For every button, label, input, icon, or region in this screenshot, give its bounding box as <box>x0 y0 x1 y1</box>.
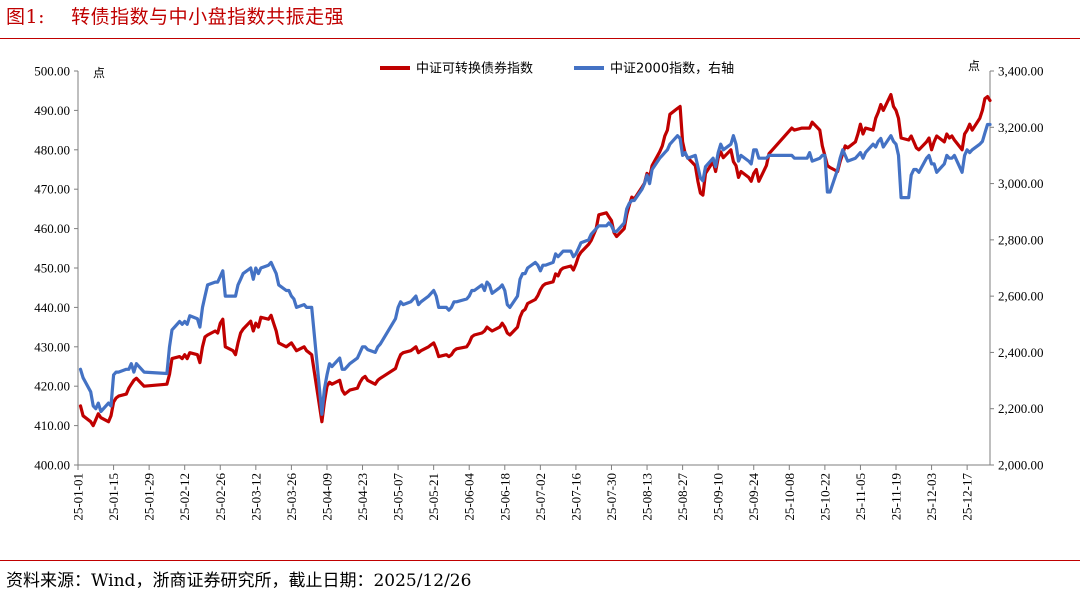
x-tick-label: 25-05-07 <box>391 473 406 521</box>
x-tick-label: 25-07-16 <box>568 473 583 521</box>
y-left-unit: 点 <box>93 66 105 80</box>
x-tick-label: 25-09-10 <box>711 473 726 521</box>
x-tick-label: 25-12-03 <box>924 473 939 521</box>
y-left-tick-label: 460.00 <box>34 221 70 236</box>
y-left-tick-label: 430.00 <box>34 339 70 354</box>
y-left-tick-label: 400.00 <box>34 458 70 473</box>
y-left-tick-label: 450.00 <box>34 261 70 276</box>
y-right-unit: 点 <box>968 59 980 73</box>
x-tick-label: 25-12-17 <box>960 473 975 521</box>
x-tick-label: 25-11-05 <box>853 473 868 520</box>
y-right-tick-label: 2,800.00 <box>998 232 1044 247</box>
y-left-tick-label: 410.00 <box>34 418 70 433</box>
x-tick-label: 25-09-24 <box>746 473 761 521</box>
chart-svg: 400.00 410.00 420.00 430.00 440.00 450.00 460.… <box>34 59 1044 521</box>
x-tick-label: 25-08-27 <box>675 473 690 521</box>
x-tick-label: 25-06-04 <box>462 473 477 521</box>
x-tick-label: 25-03-26 <box>284 473 299 521</box>
source-note: 资料来源：Wind，浙商证券研究所，截止日期：2025/12/26 <box>6 571 472 591</box>
y-left-tick-label: 420.00 <box>34 379 70 394</box>
y-left-tick-label: 490.00 <box>34 103 70 118</box>
y-left-tick-label: 440.00 <box>34 300 70 315</box>
y-right-tick-label: 2,200.00 <box>998 401 1044 416</box>
y-left-tick-label: 500.00 <box>34 64 70 79</box>
x-tick-label: 25-02-12 <box>177 473 192 521</box>
legend-label-convertible-bond: 中证可转换债券指数 <box>416 61 533 77</box>
series-line-convertible-bond-index <box>78 93 992 428</box>
x-tick-label: 25-05-21 <box>426 473 441 521</box>
x-tick-label: 25-04-09 <box>319 473 334 521</box>
y-left-tick-label: 470.00 <box>34 182 70 197</box>
x-tick-label: 25-07-30 <box>604 473 619 521</box>
y-right-tick-label: 3,400.00 <box>998 64 1044 79</box>
y-right-tick-label: 3,000.00 <box>998 176 1044 191</box>
x-tick-label: 25-01-01 <box>71 473 86 521</box>
series-line-csi2000-index <box>78 122 992 416</box>
x-tick-label: 25-01-15 <box>106 473 121 521</box>
bottom-rule <box>0 560 1080 561</box>
y-right-tick-label: 2,400.00 <box>998 345 1044 360</box>
x-tick-label: 25-10-22 <box>817 473 832 521</box>
x-tick-label: 25-03-12 <box>248 473 263 521</box>
top-rule <box>0 38 1080 39</box>
figure-label: 图1: <box>6 6 45 28</box>
x-tick-label: 25-04-23 <box>355 473 370 521</box>
y-right-tick-label: 2,000.00 <box>998 458 1044 473</box>
x-tick-label: 25-11-19 <box>889 473 904 520</box>
y-right-tick-label: 3,200.00 <box>998 120 1044 135</box>
legend-label-csi2000: 中证2000指数，右轴 <box>610 62 734 77</box>
x-tick-label: 25-06-18 <box>497 473 512 521</box>
y-left-tick-label: 480.00 <box>34 142 70 157</box>
y-right-tick-label: 2,600.00 <box>998 289 1044 304</box>
x-tick-label: 25-10-08 <box>782 473 797 521</box>
figure-title-block: 图1: 转债指数与中小盘指数共振走强 <box>6 2 344 29</box>
x-tick-label: 25-07-02 <box>533 473 548 521</box>
x-tick-label: 25-08-13 <box>640 473 655 521</box>
figure-title: 转债指数与中小盘指数共振走强 <box>71 6 345 28</box>
x-tick-label: 25-02-26 <box>213 473 228 521</box>
x-tick-label: 25-01-29 <box>142 473 157 521</box>
